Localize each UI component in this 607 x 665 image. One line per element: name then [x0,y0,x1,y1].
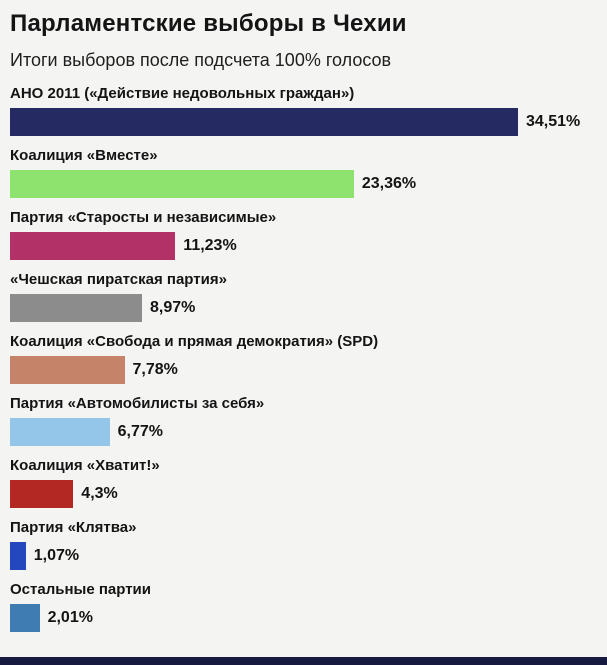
bar-row: «Чешская пиратская партия» 8,97% [10,271,597,322]
bar-label: Коалиция «Хватит!» [10,457,160,474]
bar-line: 2,01% [10,604,597,632]
bar-label: Партия «Автомобилисты за себя» [10,395,265,412]
bar-row: Коалиция «Свобода и прямая демократия» (… [10,333,597,384]
bar-label: «Чешская пиратская партия» [10,271,227,288]
bar-label: АНО 2011 («Действие недовольных граждан»… [10,85,355,102]
bar-value: 34,51% [526,113,581,130]
bar-row: АНО 2011 («Действие недовольных граждан»… [10,85,597,136]
bar [10,418,110,446]
bar [10,294,143,322]
bar-value: 1,07% [33,547,80,564]
bar-row: Партия «Клятва» 1,07% [10,519,597,570]
bar-row: Партия «Автомобилисты за себя» 6,77% [10,395,597,446]
bar [10,542,26,570]
bar-row: Коалиция «Хватит!» 4,3% [10,457,597,508]
bar-row: Партия «Старосты и независимые» 11,23% [10,209,597,260]
bar-row: Коалиция «Вместе» 23,36% [10,147,597,198]
bar-label: Партия «Старосты и независимые» [10,209,277,226]
bar-value: 6,77% [117,423,164,440]
bar-value: 7,78% [132,361,178,378]
bar-value: 4,3% [81,485,118,502]
bar-value: 11,23% [183,237,237,254]
bar-label: Партия «Клятва» [10,519,137,536]
bar-label: Коалиция «Свобода и прямая демократия» (… [10,333,379,350]
chart-subtitle: Итоги выборов после подсчета 100% голосо… [10,50,392,70]
bar [10,108,518,136]
bar [10,480,74,508]
bar-line: 23,36% [10,170,597,198]
bar-line: 1,07% [10,542,597,570]
bar-line: 4,3% [10,480,597,508]
bar-line: 6,77% [10,418,597,446]
footer-strip [0,657,607,665]
bar-label: Коалиция «Вместе» [10,147,158,164]
bar-line: 11,23% [10,232,597,260]
bar [10,356,125,384]
bar-line: 7,78% [10,356,597,384]
bar-value: 2,01% [47,609,93,626]
bar-value: 8,97% [150,299,196,316]
bar-row: Остальные партии 2,01% [10,581,597,632]
bar [10,170,354,198]
bar-chart: АНО 2011 («Действие недовольных граждан»… [10,85,597,632]
chart-container: Парламентские выборы в Чехии Итоги выбор… [10,10,597,632]
bar [10,232,176,260]
bar-line: 8,97% [10,294,597,322]
bar-label: Остальные партии [10,581,151,598]
bar [10,604,40,632]
bar-line: 34,51% [10,108,597,136]
chart-title: Парламентские выборы в Чехии [10,10,407,37]
bar-value: 23,36% [361,175,417,192]
